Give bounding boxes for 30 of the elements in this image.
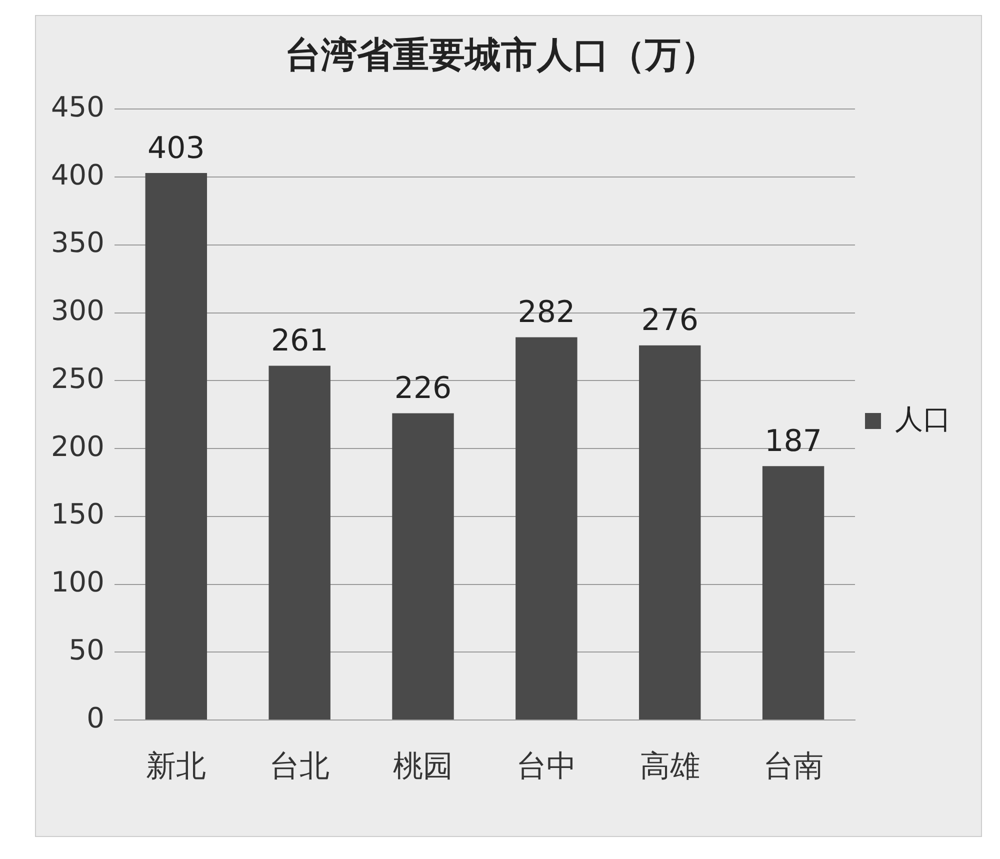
legend-label: 人口 — [895, 402, 951, 436]
bar — [268, 366, 330, 720]
y-tick-label: 50 — [68, 633, 104, 666]
x-tick-label: 台南 — [763, 748, 824, 784]
data-label: 226 — [394, 371, 452, 406]
y-tick-label: 450 — [50, 90, 104, 124]
y-tick-label: 0 — [86, 701, 104, 734]
bar — [639, 345, 701, 720]
data-label: 276 — [641, 303, 698, 338]
x-tick-label: 台北 — [270, 748, 330, 784]
bar — [392, 413, 454, 720]
y-tick-label: 100 — [50, 566, 104, 599]
y-tick-label: 350 — [50, 226, 104, 260]
data-label: 187 — [764, 424, 822, 459]
chart-title: 台湾省重要城市人口（万） — [285, 34, 717, 76]
y-tick-label: 150 — [50, 498, 104, 531]
y-tick-label: 250 — [50, 362, 104, 395]
data-label: 403 — [148, 130, 205, 166]
x-tick-label: 新北 — [146, 748, 206, 784]
bar — [145, 172, 208, 720]
bar — [762, 466, 824, 720]
y-tick-label: 300 — [50, 294, 104, 328]
y-tick-label: 400 — [50, 158, 104, 192]
data-label: 282 — [518, 295, 576, 330]
bar — [516, 337, 578, 720]
x-tick-label: 台中 — [516, 748, 576, 784]
x-tick-label: 高雄 — [640, 748, 700, 784]
x-tick-label: 桃园 — [393, 748, 454, 784]
y-tick-label: 200 — [50, 430, 104, 463]
data-label: 261 — [270, 324, 328, 359]
